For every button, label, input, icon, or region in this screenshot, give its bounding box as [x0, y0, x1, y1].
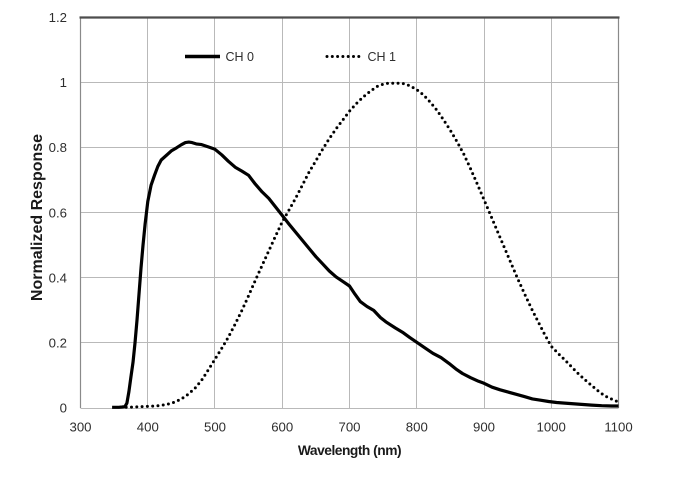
- svg-text:800: 800: [406, 420, 428, 435]
- svg-text:1: 1: [60, 75, 67, 90]
- svg-text:400: 400: [137, 420, 159, 435]
- svg-text:600: 600: [271, 420, 293, 435]
- svg-text:500: 500: [204, 420, 226, 435]
- svg-text:Normalized Response: Normalized Response: [29, 134, 46, 301]
- svg-text:1.2: 1.2: [49, 10, 67, 25]
- svg-text:0.2: 0.2: [49, 335, 67, 350]
- svg-text:300: 300: [69, 420, 91, 435]
- svg-text:0.8: 0.8: [49, 140, 67, 155]
- svg-text:1000: 1000: [537, 420, 566, 435]
- svg-text:900: 900: [473, 420, 495, 435]
- svg-text:CH 0: CH 0: [226, 50, 255, 64]
- svg-text:0: 0: [60, 401, 67, 416]
- svg-text:0.4: 0.4: [49, 270, 67, 285]
- svg-text:CH 1: CH 1: [368, 50, 397, 64]
- svg-text:700: 700: [338, 420, 360, 435]
- svg-text:Wavelength (nm): Wavelength (nm): [298, 443, 401, 458]
- svg-text:0.6: 0.6: [49, 205, 67, 220]
- svg-text:1100: 1100: [604, 420, 632, 435]
